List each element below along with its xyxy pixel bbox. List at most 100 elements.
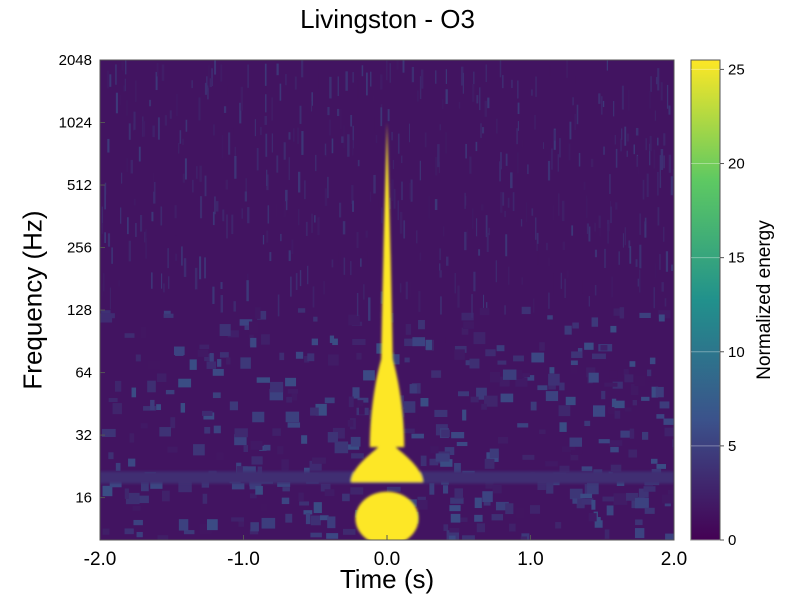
heatmap-cell [229,401,238,411]
heatmap-cell [594,520,603,528]
heatmap-cell [602,496,614,502]
heatmap-cell [332,427,345,439]
heatmap-cell [227,85,230,96]
heatmap-cell [352,200,354,212]
heatmap-cell [521,277,524,285]
heatmap-cell [497,436,509,444]
heatmap-cell [671,439,674,450]
heatmap-cell [653,287,655,309]
heatmap-cell [500,393,514,403]
heatmap-cell [220,64,223,82]
heatmap-cell [454,349,465,360]
y-axis: 16 32 64 128 256 512 1024 2048 [59,52,105,507]
heatmap-cell [409,384,417,394]
heatmap-cell [465,143,467,159]
heatmap-cell [250,522,259,532]
heatmap-cell [471,294,473,318]
heatmap-cell [249,493,257,499]
heatmap-cell [121,61,124,71]
heatmap-cell [565,396,576,406]
heatmap-cell [626,133,630,142]
heatmap-cell [236,466,248,477]
heatmap-cell [611,398,617,408]
heatmap-cell [255,486,263,495]
colorbar-tick-label: 10 [728,344,745,361]
heatmap-cell [534,114,536,130]
heatmap-cell [479,307,490,316]
heatmap-cell [231,483,245,490]
heatmap-cell [128,123,131,140]
heatmap-cell [174,205,177,219]
heatmap-cell [350,261,352,276]
heatmap-cell [212,392,221,399]
heatmap-cell [547,257,551,267]
heatmap-cell [181,138,185,145]
colorbar-tick-label: 15 [728,250,745,267]
heatmap-cell [288,132,291,140]
colorbar-tick-label: 25 [728,61,745,78]
heatmap-cell [337,76,340,96]
heatmap-cell [412,337,426,347]
heatmap-cell [642,271,645,287]
heatmap-cell [639,312,651,318]
heatmap-cell [657,68,660,91]
heatmap-cell [561,200,565,222]
heatmap-cell [389,197,391,209]
heatmap-cell [509,523,516,532]
heatmap-cell [108,398,118,403]
heatmap-cell [250,440,263,450]
heatmap-cell [478,249,481,256]
heatmap-cell [637,244,639,255]
heatmap-cell [428,195,430,219]
heatmap-cell [356,232,359,249]
heatmap-cell [340,109,342,130]
heatmap-cell [275,203,278,217]
heatmap-cell [199,256,202,280]
heatmap-cell [125,100,129,116]
heatmap-cell [242,466,256,474]
heatmap-cell [454,488,463,499]
heatmap-cell [197,349,209,357]
heatmap-cell [147,360,161,370]
heatmap-cell [448,535,456,540]
heatmap-cell [644,217,647,225]
heatmap-cell [393,188,396,209]
colorbar-axis: 0 5 10 15 20 25 [691,61,745,549]
heatmap-cell [155,71,158,91]
heatmap-cell [629,246,632,264]
heatmap-cell [530,401,537,411]
heatmap-cell [209,353,214,363]
heatmap-cell [272,428,281,436]
heatmap-cell [610,446,619,453]
heatmap-cell [419,76,422,99]
heatmap-cell [280,233,282,242]
heatmap-cell [451,432,465,439]
heatmap-cell [651,386,659,398]
heatmap-cell [553,273,555,295]
heatmap-cell [476,387,487,400]
heatmap-cell [475,141,478,152]
heatmap-cell [167,446,178,453]
heatmap-cell [475,218,478,237]
heatmap-cell [225,179,229,190]
heatmap-cell [359,406,365,415]
heatmap-cell [572,322,579,329]
heatmap-cell [462,72,464,94]
heatmap-cell [298,209,300,226]
heatmap-cell [266,230,269,243]
heatmap-cell [622,233,625,248]
heatmap-cell [570,453,579,461]
heatmap-cell [343,257,346,275]
heatmap-cell [600,96,603,115]
heatmap-cell [285,74,287,86]
heatmap-cell [474,514,483,522]
heatmap-cell [623,369,629,376]
heatmap-cell [101,223,104,234]
heatmap-cell [199,344,210,350]
heatmap-cell [313,502,322,514]
heatmap-cell [639,213,642,235]
heatmap-cell [647,369,652,377]
heatmap-cell [111,247,113,264]
y-tick-label: 256 [67,240,92,257]
heatmap-cell [430,446,439,454]
